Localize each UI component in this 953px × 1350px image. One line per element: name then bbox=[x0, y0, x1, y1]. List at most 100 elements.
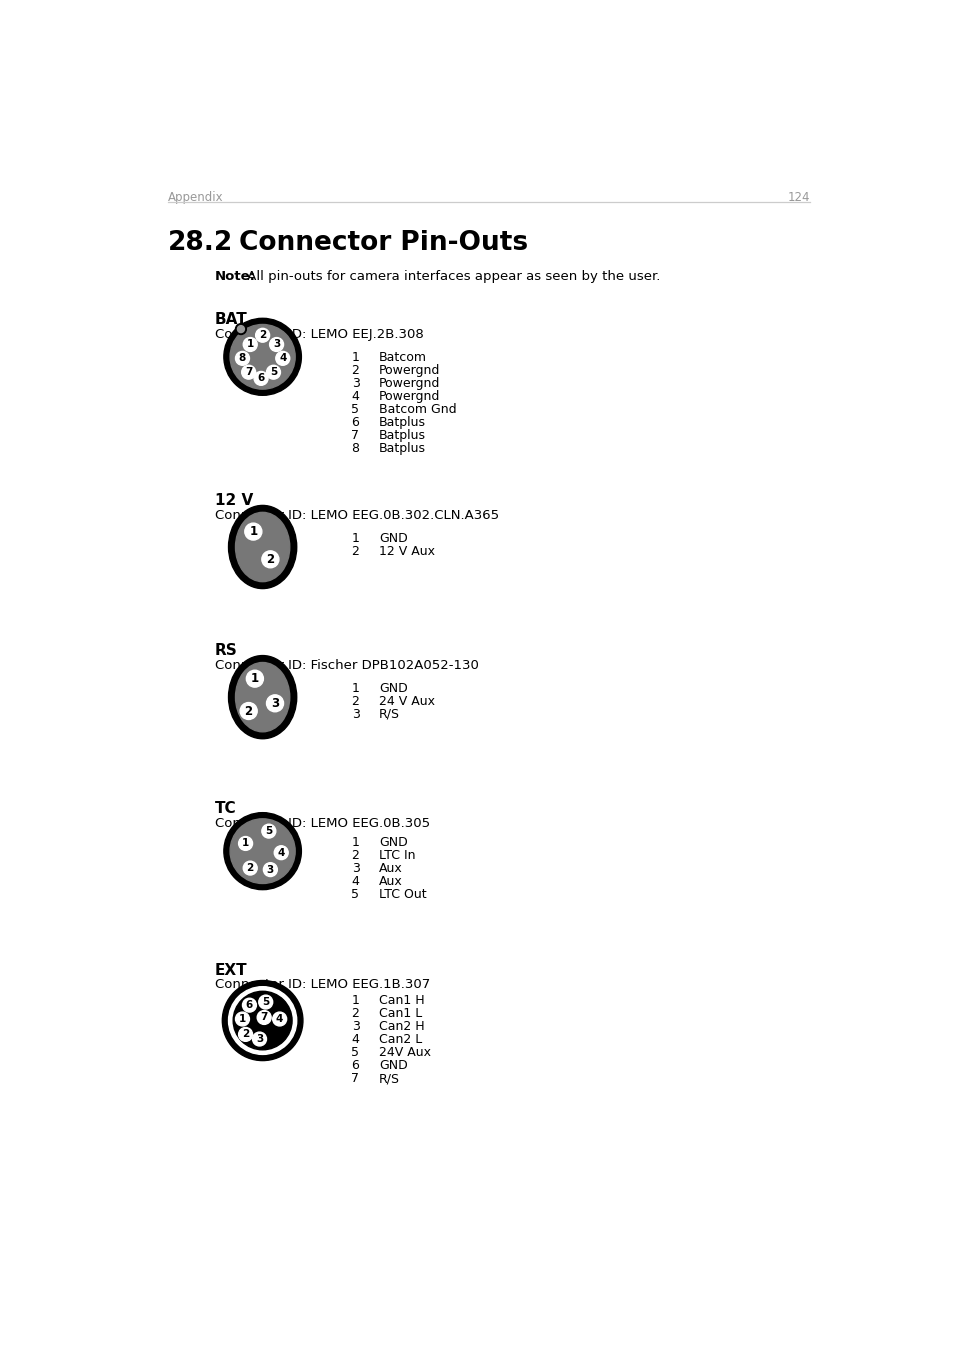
Text: 1: 1 bbox=[251, 672, 258, 686]
Text: 2: 2 bbox=[266, 552, 274, 566]
Text: 3: 3 bbox=[255, 1034, 263, 1044]
Circle shape bbox=[255, 328, 270, 342]
Text: 3: 3 bbox=[267, 864, 274, 875]
Text: Aux: Aux bbox=[378, 875, 402, 888]
Text: Can1 L: Can1 L bbox=[378, 1007, 421, 1019]
Text: Batplus: Batplus bbox=[378, 429, 425, 443]
Text: GND: GND bbox=[378, 682, 407, 695]
Text: 3: 3 bbox=[352, 707, 359, 721]
Text: Powergnd: Powergnd bbox=[378, 390, 439, 402]
Text: 5: 5 bbox=[270, 367, 276, 377]
Text: Powergnd: Powergnd bbox=[378, 363, 439, 377]
Text: 24V Aux: 24V Aux bbox=[378, 1046, 431, 1058]
Text: 2: 2 bbox=[246, 863, 253, 873]
Ellipse shape bbox=[235, 663, 290, 732]
Circle shape bbox=[235, 1012, 249, 1026]
Text: 1: 1 bbox=[352, 532, 359, 544]
Text: 1: 1 bbox=[249, 525, 257, 539]
Text: Connector ID: LEMO EEG.1B.307: Connector ID: LEMO EEG.1B.307 bbox=[214, 979, 430, 991]
Text: 2: 2 bbox=[258, 331, 266, 340]
Text: BAT: BAT bbox=[214, 312, 247, 327]
Circle shape bbox=[270, 338, 283, 351]
Text: 2: 2 bbox=[352, 849, 359, 861]
Text: 2: 2 bbox=[244, 705, 253, 717]
Circle shape bbox=[224, 319, 301, 396]
Circle shape bbox=[224, 813, 301, 890]
Ellipse shape bbox=[229, 656, 296, 738]
Circle shape bbox=[230, 324, 294, 389]
Text: 5: 5 bbox=[351, 404, 359, 416]
Text: GND: GND bbox=[378, 532, 407, 544]
Text: 3: 3 bbox=[273, 339, 280, 350]
Circle shape bbox=[230, 819, 294, 883]
Circle shape bbox=[274, 845, 288, 860]
Text: 4: 4 bbox=[279, 354, 286, 363]
Text: 2: 2 bbox=[352, 695, 359, 707]
Circle shape bbox=[222, 980, 303, 1061]
Text: Batcom: Batcom bbox=[378, 351, 426, 363]
Circle shape bbox=[242, 998, 256, 1012]
Text: Batcom Gnd: Batcom Gnd bbox=[378, 404, 456, 416]
Text: 5: 5 bbox=[351, 1046, 359, 1058]
Text: 1: 1 bbox=[352, 994, 359, 1007]
Text: 28.2: 28.2 bbox=[168, 230, 233, 255]
Text: LTC In: LTC In bbox=[378, 849, 415, 861]
Text: 4: 4 bbox=[275, 1014, 283, 1025]
Text: Connector ID: LEMO EEJ.2B.308: Connector ID: LEMO EEJ.2B.308 bbox=[214, 328, 423, 340]
Text: 124: 124 bbox=[786, 192, 809, 204]
Text: 7: 7 bbox=[260, 1012, 268, 1022]
Circle shape bbox=[238, 837, 253, 850]
Circle shape bbox=[275, 351, 290, 366]
Text: Connector ID: LEMO EEG.0B.302.CLN.A365: Connector ID: LEMO EEG.0B.302.CLN.A365 bbox=[214, 509, 498, 521]
Text: Batplus: Batplus bbox=[378, 443, 425, 455]
Circle shape bbox=[235, 351, 249, 366]
Text: 1: 1 bbox=[352, 351, 359, 363]
Text: 7: 7 bbox=[351, 429, 359, 443]
Text: TC: TC bbox=[214, 801, 236, 817]
Text: 2: 2 bbox=[352, 1007, 359, 1019]
Text: GND: GND bbox=[378, 1058, 407, 1072]
Circle shape bbox=[243, 338, 257, 351]
Text: 4: 4 bbox=[352, 1033, 359, 1046]
Text: 24 V Aux: 24 V Aux bbox=[378, 695, 435, 707]
Circle shape bbox=[238, 1027, 253, 1041]
Text: LTC Out: LTC Out bbox=[378, 888, 426, 900]
Text: 4: 4 bbox=[352, 875, 359, 888]
Text: 1: 1 bbox=[352, 682, 359, 695]
Text: Connector ID: Fischer DPB102A052-130: Connector ID: Fischer DPB102A052-130 bbox=[214, 659, 478, 672]
Text: 5: 5 bbox=[351, 888, 359, 900]
Text: 4: 4 bbox=[277, 848, 285, 857]
Text: Note:: Note: bbox=[214, 270, 255, 282]
Circle shape bbox=[266, 695, 283, 711]
Text: 12 V Aux: 12 V Aux bbox=[378, 544, 435, 558]
Circle shape bbox=[245, 524, 261, 540]
Text: 5: 5 bbox=[262, 998, 269, 1007]
Text: 3: 3 bbox=[352, 1019, 359, 1033]
Circle shape bbox=[263, 863, 277, 876]
Text: All pin-outs for camera interfaces appear as seen by the user.: All pin-outs for camera interfaces appea… bbox=[243, 270, 659, 282]
Text: 2: 2 bbox=[242, 1030, 249, 1040]
Circle shape bbox=[233, 991, 292, 1050]
Circle shape bbox=[241, 366, 255, 379]
Ellipse shape bbox=[235, 513, 290, 582]
Circle shape bbox=[266, 366, 280, 379]
Text: 3: 3 bbox=[352, 377, 359, 390]
Text: R/S: R/S bbox=[378, 707, 399, 721]
Text: 5: 5 bbox=[265, 826, 273, 836]
Circle shape bbox=[273, 1012, 286, 1026]
Text: 8: 8 bbox=[238, 354, 246, 363]
Text: 1: 1 bbox=[242, 838, 249, 848]
Text: 2: 2 bbox=[352, 363, 359, 377]
Circle shape bbox=[229, 987, 296, 1054]
Ellipse shape bbox=[229, 505, 296, 589]
Circle shape bbox=[235, 324, 246, 335]
Text: 1: 1 bbox=[352, 836, 359, 849]
Text: Appendix: Appendix bbox=[168, 192, 223, 204]
Circle shape bbox=[261, 551, 278, 568]
Circle shape bbox=[243, 861, 257, 875]
Text: 7: 7 bbox=[351, 1072, 359, 1085]
Text: 6: 6 bbox=[352, 1058, 359, 1072]
Text: 7: 7 bbox=[245, 367, 253, 377]
Circle shape bbox=[253, 371, 268, 385]
Text: 1: 1 bbox=[238, 1014, 246, 1025]
